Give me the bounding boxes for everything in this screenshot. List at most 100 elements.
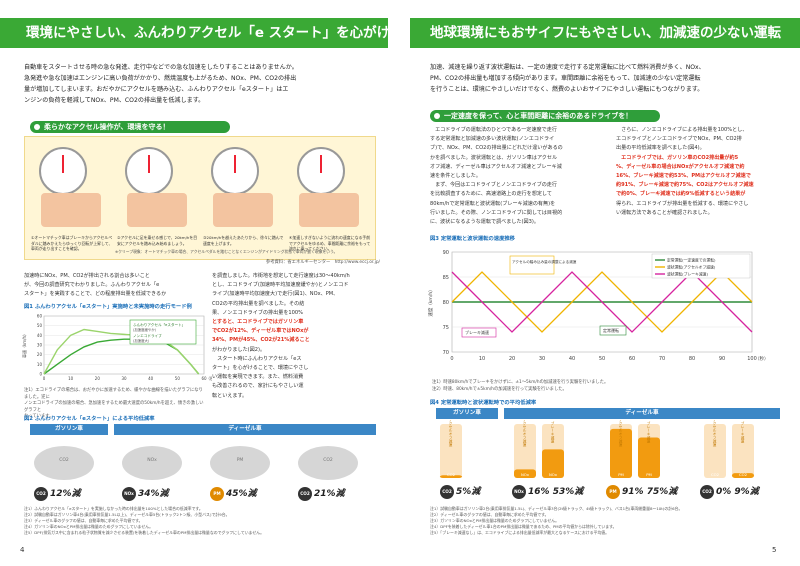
- fig4-bar-label: ブレーキ減速: [740, 420, 745, 443]
- fig4-value-text: 75%: [646, 487, 669, 497]
- fig3-y-tick: 85: [443, 275, 449, 281]
- nox-badge-icon: NOx: [122, 486, 136, 501]
- fig4-value-text: 減: [668, 487, 678, 497]
- left-col2-line: を調査しました。市街地を想定して走行速度は30〜40km/h: [212, 273, 350, 279]
- fig4-title: 図4 定常運転時と波状運転時での平均低減率: [430, 400, 537, 406]
- fig3-legend-label: 定常運転(一定速度での運転): [667, 258, 716, 263]
- fig4-value: PM 91% 75%減: [606, 484, 677, 499]
- right-banner: 地球環境にもおサイフにもやさしい、加減速の少ない運転: [410, 18, 800, 48]
- fig1-x-tick: 50: [175, 376, 181, 381]
- fig1-note-line: なっています。: [24, 414, 54, 419]
- panel-text: ④加速しすぎないように流れの速度になる手前でアクセルをゆるめ、車間距離に余裕をも…: [289, 235, 371, 252]
- fig4-value-text: 0%: [716, 487, 732, 497]
- panel-text: ②アクセルに足を乗せる感じで、20km/hを目安にアクセルを踏み込み始めましょう…: [117, 235, 198, 246]
- left-col2-line: でCO2が12%、ディーゼル車ではNOxが: [212, 328, 309, 335]
- left-col1: 加速時にNOx、PM、CO2が排出される割合は多いこと が、今回の調査研究でわか…: [24, 272, 194, 300]
- fig3-x-tick: 0: [450, 356, 453, 362]
- fig4-bar: [542, 449, 564, 478]
- right-colB-line: 約91%、ブレーキ減速で約75%、CO2はアクセルオフ減速: [616, 182, 754, 189]
- right-colB-line: %、ディーゼル車の場合はNOxがアクセルオフ減速で約: [616, 163, 745, 170]
- fig3-callout-steady: 定常運転: [603, 327, 619, 333]
- left-col1-line: スタート」を実践することで、どの程度排出量を低減できるか: [24, 291, 167, 298]
- fig4-bar-track: [440, 424, 462, 478]
- fig3-callout-steady-box: [599, 325, 627, 336]
- fig4-bar-bottom: PM: [646, 472, 652, 477]
- fig1-legend-eco: ふんわりアクセル「eスタート」: [133, 322, 185, 327]
- fig4-bar-label: ブレーキ減速: [550, 420, 555, 443]
- fig3-y-tick: 70: [443, 350, 449, 356]
- fig4-bar-label: アクセルオフ減速: [522, 420, 527, 447]
- fig1-note-line: 注1）エコドライブの場合は、おだやかに加速するため、緩やかな曲線を描いたグラフに…: [24, 388, 203, 400]
- fig3-legend-label: 波状運転(アクセルオフ減速): [667, 265, 716, 270]
- fig4-bar-track: [732, 424, 754, 478]
- fig1-legend-eco-note: (加速度緩やか): [133, 327, 157, 332]
- fig3-x-tick: 60: [629, 356, 635, 362]
- right-colB-line: 16%、ブレーキ減速で約53%、PMはアクセルオフ減速で: [616, 173, 751, 180]
- fig4-value-text: 9%: [734, 487, 750, 497]
- fig3-callout-accel: アクセルの踏み込み量の調整による減速: [512, 259, 577, 264]
- fig4-note-line: 注5）「ブレーキ減速なし」は、エコドライブによる排出量低減率が最大となるケースに…: [430, 530, 610, 535]
- fig2-value-text: 21%減: [314, 489, 345, 499]
- fig4-bar-label: ブレーキ減速: [646, 420, 651, 443]
- pedal-foot-icon: [41, 193, 101, 227]
- right-intro: 加速、減速を繰り返す波状運転は、一定の速度で走行する定常運転に比べて燃料消費が多…: [430, 62, 780, 95]
- left-col2-line: 果、ノンエコドライブの排出量を100%: [212, 309, 303, 316]
- fig3-note-line: 注1）時速80km/hでブレーキをかけずに、±1〜5km/hの加減速を行う実験を…: [432, 380, 609, 385]
- fig4-bar-label: アクセルオフ減速: [712, 420, 717, 447]
- right-intro-line: 加速、減速を繰り返す波状運転は、一定の速度で走行する定常運転に比べて燃料消費が多…: [430, 64, 705, 71]
- fig2-disk: CO2: [298, 446, 358, 480]
- left-col2-line: 34%、PMが45%、CO2が21%減ること: [212, 337, 310, 344]
- left-col1-line: が、今回の調査研究でわかりました。ふんわりアクセル「e: [24, 282, 160, 289]
- fig1-y-label: 車速（km/h）: [22, 332, 27, 358]
- fig1-y-tick: 40: [37, 333, 43, 338]
- co2-badge-icon: CO2: [700, 484, 714, 499]
- fig1-y-tick: 10: [37, 362, 43, 367]
- fig1-legend-box: [129, 319, 197, 345]
- left-col2-line: タート」を心がけることで、環境にやさし: [212, 365, 309, 372]
- fig4-bar-label: アクセルオフ減速: [448, 420, 453, 447]
- pm-badge-icon: PM: [210, 486, 224, 501]
- left-page: 環境にやさしい、ふんわりアクセル「e スタート」を心がけよう 自動車をスタートさ…: [0, 18, 417, 554]
- fig4-bar-bottom: CO2: [447, 472, 456, 477]
- right-colA-line: する定常運転と加減速の多い波状運転(ノンエコドライ: [430, 136, 555, 143]
- right-intro-line: を行うことは、環境にやさしいだけでなく、燃費のよいおサイフにやさしい運転にもつな…: [430, 86, 704, 93]
- left-intro-line: 急発進や急な加速はエンジンに高い負荷がかかり、燃焼温度も上がるため、NOx、PM…: [24, 75, 297, 82]
- fig2-disk-label: CO2: [59, 458, 69, 463]
- fig3-chart: 70 75 80 85 90 0 10 20 30 40 50 60 70 80 90 100（秒） 速度（km…: [427, 250, 769, 362]
- fig1-y-tick: 50: [37, 323, 43, 328]
- right-colB-line: で約0%、ブレーキ減速では約9%低減するという結果が: [616, 191, 746, 198]
- speedometer-icon: [39, 147, 87, 195]
- fig4-bar-label: アクセルオフ減速: [618, 420, 623, 447]
- fig2-gas-header: ガソリン車: [30, 424, 108, 435]
- speedometer-icon: [125, 147, 173, 195]
- co2-badge-icon: CO2: [34, 486, 48, 501]
- fig2-disk-label: NOx: [147, 458, 157, 463]
- left-banner: 環境にやさしい、ふんわりアクセル「e スタート」を心がけよう: [0, 18, 417, 48]
- fig4-bar-track: [514, 424, 536, 478]
- fig1-series-line: [43, 328, 200, 375]
- fig1-title: 図1 ふんわりアクセル「eスタート」実施時と未実施時の走行モード例: [24, 304, 192, 310]
- right-colA-line: かを調べました。波状運転とは、ガソリン車はアクセル: [430, 154, 558, 161]
- fig1-note: 注1）エコドライブの場合は、おだやかに加速するため、緩やかな曲線を描いたグラフに…: [24, 388, 204, 421]
- pedal-foot-icon: [127, 193, 187, 227]
- fig1-note-line: ノンエコドライブの加速の場合、急加速をするため最大速度の50km/hを超え、傾き…: [24, 401, 204, 413]
- fig4-value: NOx 16% 53%減: [512, 484, 583, 499]
- speedometer-icon: [211, 147, 259, 195]
- fig3-legend-label: 波状運転(ブレーキ減速): [667, 272, 708, 277]
- left-intro-line: 自動車をスタートさせる時の急な発進、走行中などでの急な加速をしたりすることはあり…: [24, 64, 298, 71]
- fig4-note-line: 注1）試験自動車はガソリン車2台(乗用車排気量1.5L)、ディーゼル車3台(2t…: [430, 506, 683, 511]
- fig2-value: CO2 21%減: [298, 486, 345, 501]
- fig4-value: CO2 5%減: [440, 484, 480, 499]
- fig3-x-tick: 50: [599, 356, 605, 362]
- accel-illustration: ①オートマチック車はブレーキからアクセルペダルに踏みかえたらゆっくり回転が上昇し…: [24, 136, 376, 260]
- fig3-y-tick: 75: [443, 325, 449, 331]
- illustration-panel: ①オートマチック車はブレーキからアクセルペダルに踏みかえたらゆっくり回転が上昇し…: [31, 143, 112, 251]
- fig4-bar: [610, 428, 632, 478]
- fig4-value-text: 減: [574, 487, 584, 497]
- right-colB-line: 出量の平均低減率を調べました(図4)。: [616, 145, 705, 152]
- fig3-x-tick: 10: [479, 356, 485, 362]
- fig3-callout-brake: ブレーキ減速: [465, 329, 489, 335]
- pm-badge-icon: PM: [606, 484, 620, 499]
- fig3-note-line: 注2）時速、80km/hで±5km/hの加減速を行って実験を行いました。: [432, 386, 567, 392]
- left-intro-line: ンジンの負荷を軽減してNOx、PM、CO2の排出量を低減します。: [24, 97, 205, 104]
